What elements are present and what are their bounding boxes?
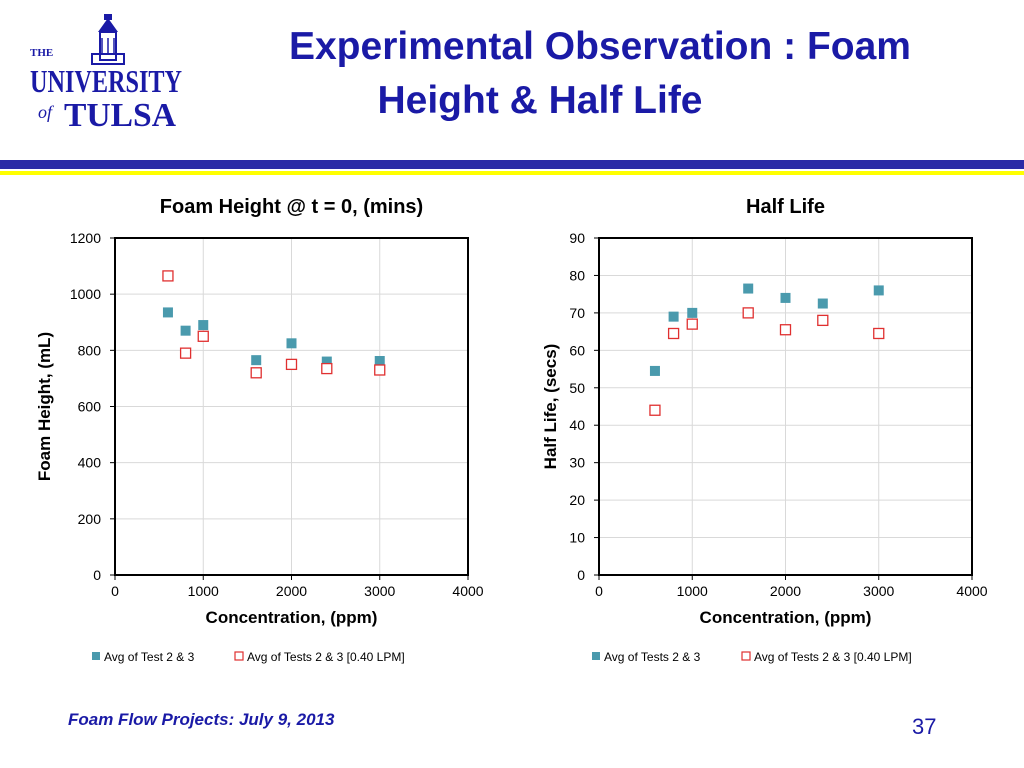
data-point-open bbox=[817, 314, 829, 327]
legend-label: Avg of Tests 2 & 3 [0.40 LPM] bbox=[754, 650, 912, 664]
data-point-open bbox=[742, 307, 754, 319]
y-tick-label: 800 bbox=[78, 342, 102, 358]
x-tick-label: 2000 bbox=[770, 583, 801, 599]
data-point-filled bbox=[198, 320, 209, 331]
y-axis-label: Half Life, (secs) bbox=[541, 344, 560, 470]
slide-title-line2: Height & Half Life bbox=[377, 79, 703, 122]
data-point-filled bbox=[321, 356, 332, 367]
y-tick-label: 1000 bbox=[70, 286, 101, 302]
x-tick-label: 3000 bbox=[364, 583, 395, 599]
chart-title: Half Life bbox=[746, 196, 825, 218]
legend-marker-open bbox=[234, 651, 244, 661]
data-point-filled bbox=[687, 307, 698, 318]
data-point-open bbox=[197, 330, 209, 342]
x-axis-label: Concentration, (ppm) bbox=[206, 608, 378, 627]
university-of-tulsa-logo: THE UNIVERSITY of TULSA bbox=[30, 14, 182, 134]
header-divider-blue bbox=[0, 160, 1024, 169]
data-point-filled bbox=[873, 285, 884, 296]
half-life-chart: Half Life 0 1000 2000 3000 4000 0 10 20 30 40 50 60 7… bbox=[541, 196, 988, 664]
legend-marker-filled bbox=[92, 652, 100, 660]
data-point-open bbox=[374, 364, 386, 376]
data-point-filled bbox=[780, 292, 791, 303]
data-point-open bbox=[649, 404, 661, 416]
data-point-filled bbox=[743, 283, 754, 294]
y-tick-label: 400 bbox=[78, 455, 102, 471]
legend-label: Avg of Tests 2 & 3 [0.40 LPM] bbox=[247, 650, 405, 664]
data-point-open bbox=[179, 347, 192, 359]
data-point-open bbox=[686, 318, 698, 330]
x-tick-label: 0 bbox=[595, 583, 603, 599]
y-tick-label: 80 bbox=[569, 267, 585, 283]
slide-title-line1: Experimental Observation : Foam bbox=[288, 25, 911, 68]
data-point-filled bbox=[668, 311, 679, 322]
logo-the: THE bbox=[30, 47, 53, 59]
logo-university: UNIVERSITY bbox=[30, 63, 182, 99]
data-point-filled bbox=[817, 298, 828, 309]
data-point-open bbox=[162, 270, 174, 282]
y-tick-label: 20 bbox=[569, 492, 585, 508]
y-tick-label: 0 bbox=[93, 567, 101, 583]
legend-label: Avg of Tests 2 & 3 bbox=[604, 650, 701, 664]
y-tick-label: 1200 bbox=[70, 230, 101, 246]
chart-title: Foam Height @ t = 0, (mins) bbox=[160, 196, 423, 218]
data-point-open bbox=[285, 358, 298, 371]
y-tick-label: 200 bbox=[78, 511, 102, 527]
x-tick-label: 4000 bbox=[956, 583, 987, 599]
y-tick-label: 60 bbox=[569, 342, 585, 358]
y-tick-label: 40 bbox=[569, 417, 585, 433]
data-point-filled bbox=[286, 338, 297, 349]
data-point-open bbox=[667, 327, 680, 340]
logo-tulsa: TULSA bbox=[64, 97, 176, 134]
y-tick-label: 0 bbox=[577, 567, 585, 583]
data-point-open bbox=[250, 367, 262, 379]
data-point-filled bbox=[649, 365, 660, 376]
data-point-open bbox=[873, 327, 885, 340]
x-tick-label: 0 bbox=[111, 583, 119, 599]
y-tick-label: 10 bbox=[569, 530, 585, 546]
data-point-filled bbox=[162, 307, 173, 318]
y-tick-label: 70 bbox=[569, 305, 585, 321]
legend-marker-filled bbox=[592, 652, 600, 660]
y-tick-label: 50 bbox=[569, 380, 585, 396]
footer-text: Foam Flow Projects: July 9, 2013 bbox=[68, 710, 335, 729]
x-tick-label: 1000 bbox=[677, 583, 708, 599]
x-tick-label: 4000 bbox=[452, 583, 483, 599]
data-point-filled bbox=[374, 356, 385, 367]
building-icon bbox=[91, 14, 125, 65]
y-tick-label: 90 bbox=[569, 230, 585, 246]
x-tick-label: 2000 bbox=[276, 583, 307, 599]
x-tick-label: 1000 bbox=[188, 583, 219, 599]
x-axis-label: Concentration, (ppm) bbox=[700, 608, 872, 627]
data-point-filled bbox=[180, 325, 191, 336]
logo-of: of bbox=[38, 102, 55, 122]
page-number: 37 bbox=[912, 714, 937, 739]
slide-title: Experimental Observation : Foam Height &… bbox=[200, 20, 1000, 128]
x-tick-label: 3000 bbox=[863, 583, 894, 599]
data-point-filled bbox=[251, 355, 262, 366]
y-tick-label: 30 bbox=[569, 455, 585, 471]
y-axis-label: Foam Height, (mL) bbox=[35, 332, 54, 481]
data-point-open bbox=[779, 324, 792, 336]
legend-label: Avg of Test 2 & 3 bbox=[104, 650, 195, 664]
header-divider-yellow bbox=[0, 171, 1024, 175]
data-point-open bbox=[321, 362, 333, 375]
foam-height-chart: Foam Height @ t = 0, (mins)0 1000 2000 3000… bbox=[35, 196, 484, 664]
y-tick-label: 600 bbox=[78, 399, 102, 415]
legend-marker-open bbox=[741, 651, 751, 661]
